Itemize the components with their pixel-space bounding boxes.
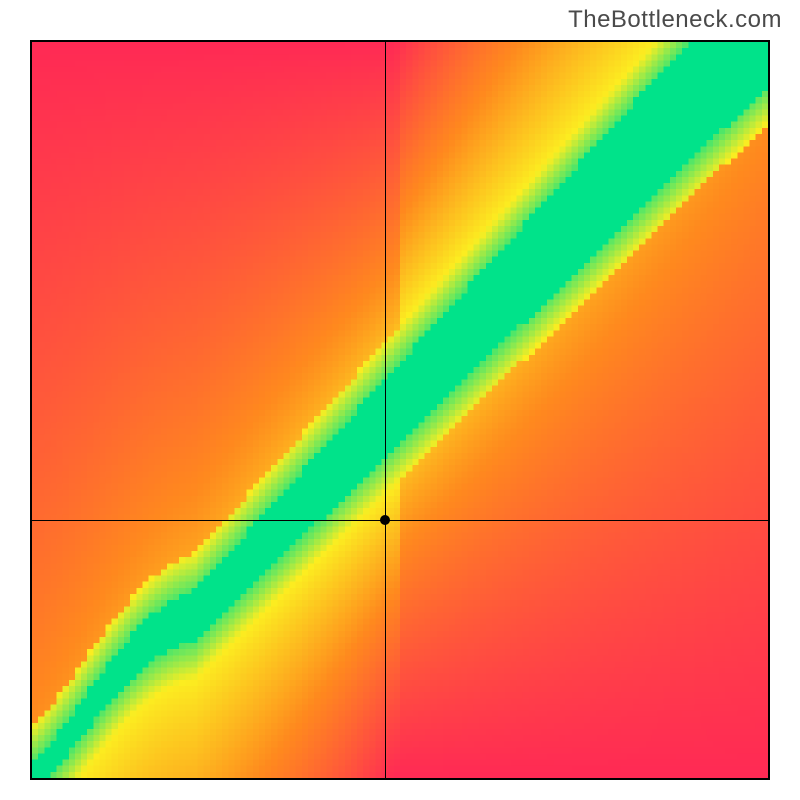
figure-container: TheBottleneck.com — [0, 0, 800, 800]
crosshair-vertical — [385, 42, 386, 778]
heatmap-chart — [30, 40, 770, 780]
heatmap-canvas — [32, 42, 768, 778]
crosshair-horizontal — [32, 520, 768, 521]
watermark-text: TheBottleneck.com — [568, 6, 782, 34]
target-point — [380, 515, 390, 525]
